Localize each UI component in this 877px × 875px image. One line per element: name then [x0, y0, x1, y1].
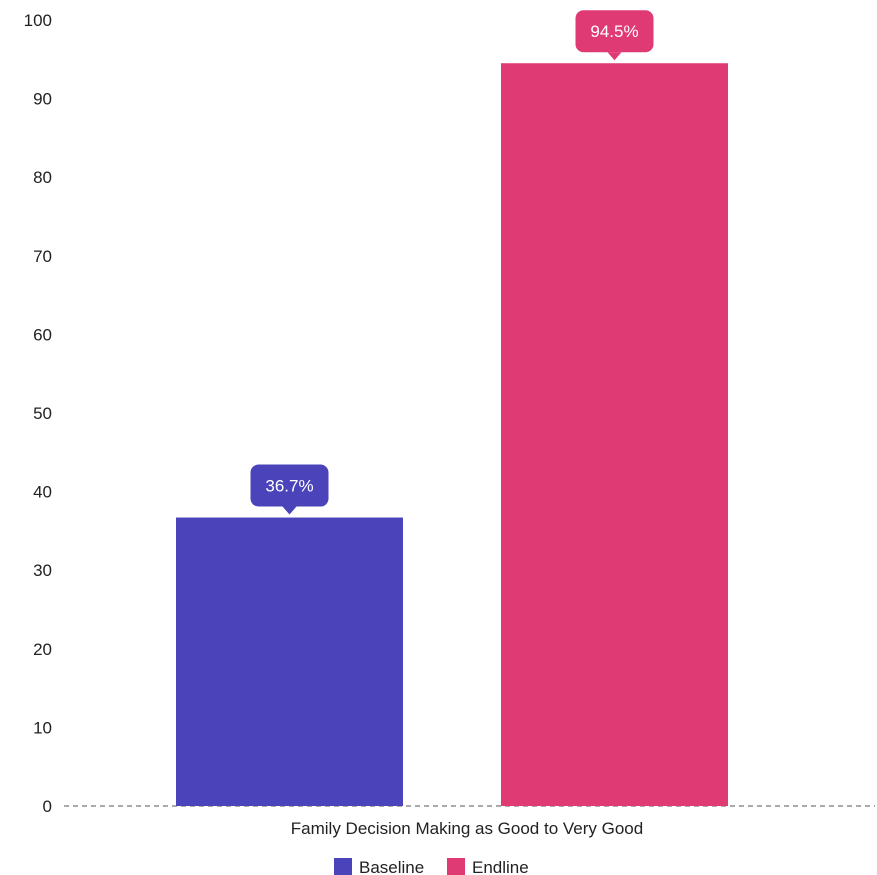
- y-tick-label: 0: [43, 797, 52, 816]
- data-label-pointer: [607, 52, 622, 61]
- legend-item-endline: Endline: [447, 858, 529, 875]
- bars: [176, 63, 728, 807]
- y-tick-label: 40: [33, 483, 52, 502]
- data-label-endline: 94.5%: [575, 10, 654, 61]
- y-tick-label: 100: [24, 11, 52, 30]
- bar-baseline: [176, 517, 403, 806]
- y-tick-label: 50: [33, 404, 52, 423]
- legend-swatch: [447, 858, 465, 875]
- y-tick-label: 80: [33, 168, 52, 187]
- legend-item-baseline: Baseline: [334, 858, 424, 875]
- y-axis: 0 10 20 30 40 50 60 70 80 90 100: [24, 11, 52, 816]
- y-tick-label: 10: [33, 718, 52, 737]
- y-tick-label: 30: [33, 561, 52, 580]
- data-label-pointer: [282, 506, 297, 515]
- legend: Baseline Endline: [334, 858, 529, 875]
- data-label-text: 36.7%: [265, 477, 313, 496]
- data-labels: 36.7% 94.5%: [250, 10, 654, 515]
- legend-swatch: [334, 858, 352, 875]
- data-label-box: [575, 10, 654, 53]
- y-tick-label: 60: [33, 325, 52, 344]
- y-tick-label: 20: [33, 640, 52, 659]
- data-label-text: 94.5%: [590, 22, 638, 41]
- bar-endline: [501, 63, 728, 807]
- y-tick-label: 70: [33, 247, 52, 266]
- legend-label: Endline: [472, 858, 529, 875]
- category-label: Family Decision Making as Good to Very G…: [291, 819, 643, 838]
- legend-label: Baseline: [359, 858, 424, 875]
- data-label-box: [250, 464, 329, 507]
- y-tick-label: 90: [33, 90, 52, 109]
- data-label-baseline: 36.7%: [250, 464, 329, 515]
